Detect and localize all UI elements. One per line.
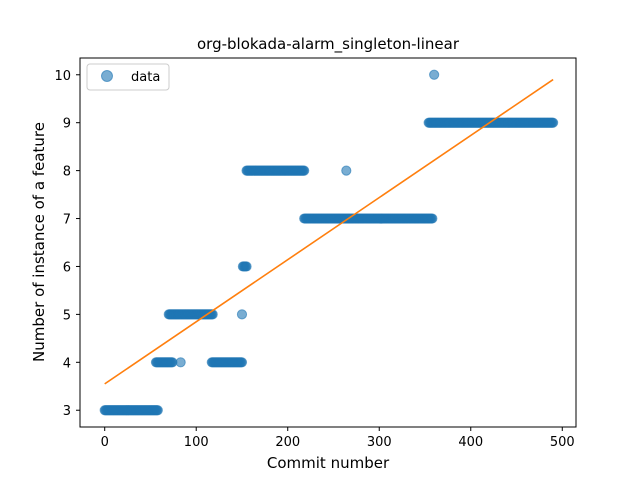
data-point: [241, 261, 252, 272]
plot-frame: [79, 57, 577, 428]
x-axis-ticks: 0 100 200 300 400 500: [101, 427, 575, 450]
y-tick-label: 5: [63, 308, 71, 323]
fit-line-layer: [104, 78, 554, 385]
data-point: [299, 165, 310, 176]
y-tick-label: 6: [63, 260, 71, 275]
legend: data: [86, 63, 170, 91]
data-point: [427, 213, 438, 224]
chart-title: org-blokada-alarm_singleton-linear: [197, 35, 460, 54]
data-points: [99, 69, 559, 416]
y-axis-label: Number of instance of a feature: [30, 122, 48, 362]
y-tick-label: 3: [63, 404, 71, 419]
fit-line: [104, 78, 554, 385]
y-tick-label: 8: [63, 165, 71, 180]
data-point: [429, 69, 440, 80]
legend-marker: [101, 70, 113, 82]
x-tick-label: 100: [184, 435, 209, 450]
y-axis-ticks: 3 4 5 6 7 8 9 10: [54, 69, 80, 419]
x-tick-label: 0: [101, 435, 109, 450]
data-point: [236, 357, 248, 368]
data-point: [236, 309, 248, 320]
x-tick-label: 200: [275, 435, 300, 450]
data-point: [175, 357, 186, 368]
data-point: [548, 117, 559, 128]
x-tick-label: 400: [458, 435, 483, 450]
data-point: [341, 165, 352, 176]
x-axis-label: Commit number: [267, 454, 390, 472]
legend-entry-data: data: [131, 70, 160, 85]
x-tick-label: 500: [550, 435, 575, 450]
y-tick-label: 10: [54, 69, 71, 84]
y-tick-label: 9: [63, 117, 71, 132]
data-point: [152, 405, 163, 416]
y-tick-label: 4: [63, 356, 71, 371]
y-tick-label: 7: [63, 213, 71, 228]
x-tick-label: 300: [367, 435, 392, 450]
